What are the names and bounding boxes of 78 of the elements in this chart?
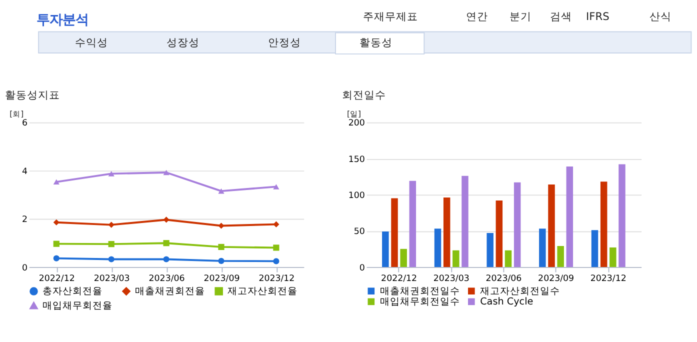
x-tick-label: 2023/06 xyxy=(148,274,185,284)
bar xyxy=(610,247,616,267)
bar xyxy=(434,228,442,267)
text: 수익성 xyxy=(75,37,108,50)
y-tick-label: 0 xyxy=(359,263,365,274)
y-tick-label: 2 xyxy=(22,215,28,226)
text: 연간 xyxy=(466,11,488,24)
bar xyxy=(382,232,389,267)
text: 투자분석 xyxy=(36,12,89,28)
chart-title: 회전일수 xyxy=(342,89,386,102)
bar xyxy=(486,232,494,267)
bar xyxy=(496,200,503,267)
legend-label: 매출채권회전율 xyxy=(134,286,205,298)
text: IFRS xyxy=(586,11,610,24)
legend-label: 매입채무회전율 xyxy=(42,300,112,312)
x-tick-label: 2023/03 xyxy=(433,274,470,284)
point xyxy=(163,240,170,246)
bar xyxy=(591,230,598,267)
bar xyxy=(391,198,398,267)
legend-label: 매입채무회전일수 xyxy=(380,296,460,308)
point xyxy=(218,244,224,250)
point xyxy=(53,179,60,185)
y-tick-label: 150 xyxy=(348,154,365,165)
x-tick-label: 2023/03 xyxy=(94,274,130,284)
point xyxy=(163,170,170,176)
x-tick-label: 2023/12 xyxy=(590,274,626,284)
legend-label: 재고자산회전율 xyxy=(228,286,298,298)
y-tick-label: 4 xyxy=(22,166,28,177)
bar xyxy=(600,182,608,267)
point xyxy=(273,258,280,264)
text: 안정성 xyxy=(268,37,301,50)
bar xyxy=(409,180,416,267)
point xyxy=(108,171,114,176)
point xyxy=(108,241,114,248)
y-tick-label: 0 xyxy=(22,263,28,274)
chart-title: 활동성지표 xyxy=(4,89,60,102)
bar xyxy=(504,250,512,267)
point xyxy=(108,256,114,262)
bar xyxy=(452,250,460,267)
x-tick-label: 2023/06 xyxy=(486,274,522,284)
point xyxy=(53,255,60,262)
y-tick-label: 100 xyxy=(348,191,365,202)
bar xyxy=(462,176,468,267)
bar xyxy=(618,164,626,267)
x-tick-label: 2023/09 xyxy=(204,274,240,284)
legend-label: 재고자산회전일수 xyxy=(480,286,560,297)
text: 주재무제표 xyxy=(362,11,418,24)
text: 산식 xyxy=(649,11,672,24)
bar xyxy=(443,198,450,267)
text: 활동성 xyxy=(359,37,392,50)
y-tick-label: 200 xyxy=(348,118,365,129)
y-tick-label: 50 xyxy=(354,227,365,238)
point xyxy=(218,258,224,264)
point xyxy=(163,256,170,262)
bar xyxy=(539,228,546,267)
text: 성장성 xyxy=(166,37,200,50)
bar xyxy=(514,182,521,267)
x-tick-label: 2023/09 xyxy=(538,274,574,284)
point xyxy=(218,188,224,194)
point xyxy=(273,221,280,228)
point xyxy=(273,244,280,251)
text: 분기 xyxy=(510,11,532,24)
x-tick-label: 2022/12 xyxy=(381,274,418,284)
y-axis-title: [회] xyxy=(10,110,24,119)
bar xyxy=(548,184,555,267)
point xyxy=(53,240,60,247)
bar xyxy=(557,246,564,267)
legend-label: 총자산회전율 xyxy=(42,286,102,298)
legend-label: 매출채권회전일수 xyxy=(380,286,460,297)
text: 검색 xyxy=(550,11,572,24)
y-tick-label: 6 xyxy=(22,118,28,129)
x-tick-label: 2023/12 xyxy=(258,274,295,284)
legend-label: Cash Cycle xyxy=(480,296,534,308)
point xyxy=(273,184,280,190)
y-axis-title: [일] xyxy=(347,110,362,119)
x-tick-label: 2022/12 xyxy=(38,274,75,284)
bar xyxy=(566,166,574,267)
bar xyxy=(400,248,407,267)
